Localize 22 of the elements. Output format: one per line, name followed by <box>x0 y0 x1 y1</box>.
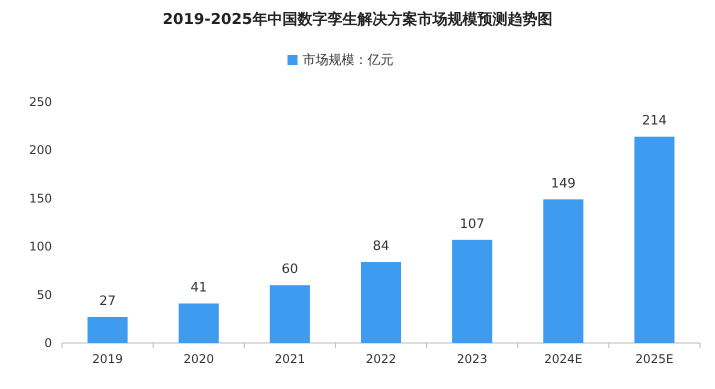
data-label: 60 <box>282 262 298 278</box>
title: 2019-2025年中国数字孪生解决方案市场规模预测趋势图 <box>162 10 552 28</box>
xtick: 2019 <box>92 352 123 366</box>
ytick: 0 <box>44 336 52 350</box>
xtick: 2022 <box>366 352 396 366</box>
data-label: 107 <box>460 216 485 232</box>
ytick: 150 <box>29 191 52 206</box>
ytick: 250 <box>29 95 52 109</box>
xtick: 2020 <box>183 352 214 366</box>
xtick: 2021 <box>274 352 306 366</box>
data-label: 214 <box>642 114 667 129</box>
xtick: 2023 <box>456 352 488 366</box>
data-label: 27 <box>99 294 116 309</box>
ytick: 100 <box>29 240 52 254</box>
ytick: 50 <box>36 288 52 302</box>
xtick: 2025E <box>635 352 674 366</box>
legend-label: 市场规模：亿元 <box>302 53 394 68</box>
ytick: 200 <box>29 143 52 158</box>
xtick: 2024E <box>544 352 582 366</box>
data-label: 41 <box>190 280 207 296</box>
data-label: 149 <box>550 176 576 192</box>
data-label: 84 <box>372 239 390 254</box>
